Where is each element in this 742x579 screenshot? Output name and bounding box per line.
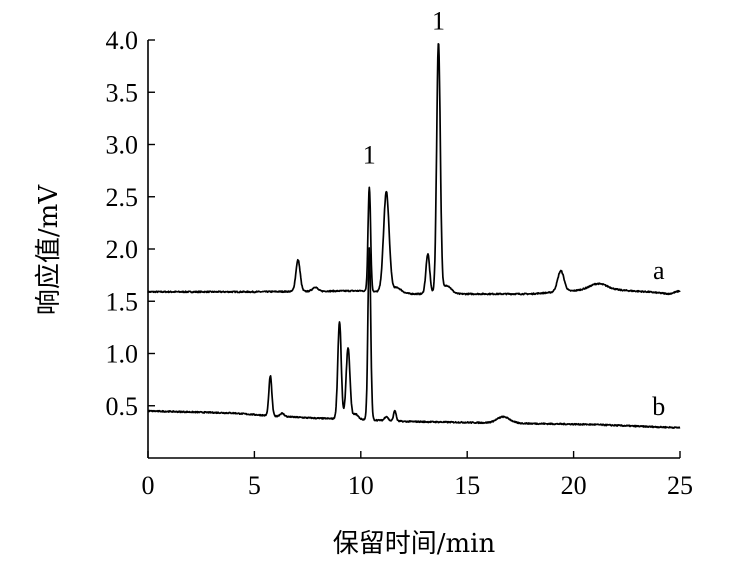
peak-annotation: 1 bbox=[363, 140, 376, 169]
y-tick-label: 3.5 bbox=[106, 78, 139, 107]
x-axis-title: 保留时间/min bbox=[333, 529, 496, 559]
y-tick-label: 0.5 bbox=[106, 392, 139, 421]
y-tick-label: 1.0 bbox=[106, 340, 139, 369]
x-tick-label: 5 bbox=[248, 471, 261, 500]
x-tick-label: 0 bbox=[142, 471, 155, 500]
series-b-label: b bbox=[652, 392, 665, 421]
x-tick-label: 10 bbox=[348, 471, 374, 500]
y-tick-label: 3.0 bbox=[106, 131, 139, 160]
y-axis-title: 响应值/mV bbox=[34, 184, 64, 315]
x-tick-label: 15 bbox=[454, 471, 480, 500]
chromatogram-traces bbox=[147, 42, 681, 429]
series-a-trace bbox=[147, 42, 681, 296]
series-b-trace bbox=[147, 247, 681, 429]
y-tick-label: 4.0 bbox=[106, 26, 139, 55]
axis-ticks: 0 5 10 15 20 25 0.5 1.0 1.5 2.0 2.5 3.0 3.5 4.0 bbox=[106, 26, 694, 500]
x-tick-label: 25 bbox=[667, 471, 693, 500]
chart-labels: a b 1 1 bbox=[363, 7, 665, 421]
y-tick-label: 2.5 bbox=[106, 183, 139, 212]
peak-annotation: 1 bbox=[432, 7, 445, 36]
y-tick-label: 1.5 bbox=[106, 287, 139, 316]
series-a-label: a bbox=[653, 256, 665, 285]
x-tick-label: 20 bbox=[561, 471, 587, 500]
y-tick-label: 2.0 bbox=[106, 235, 139, 264]
